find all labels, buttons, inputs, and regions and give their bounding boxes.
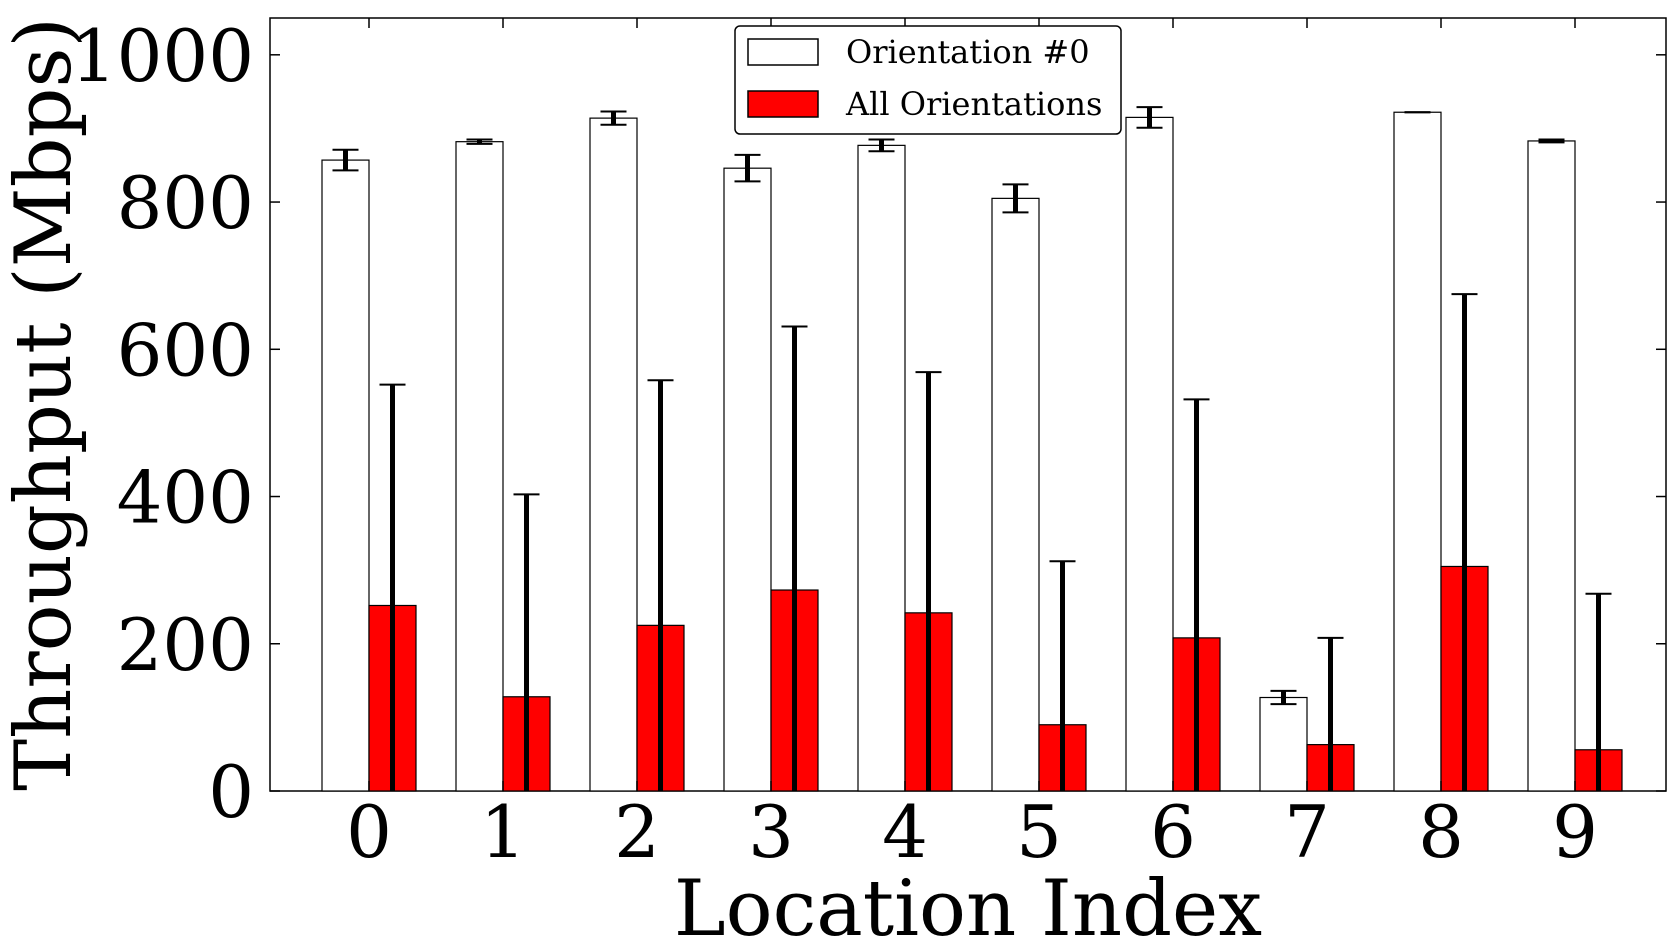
x-tick-label-6: 6 (1150, 790, 1196, 874)
error-bar-all-orientations-1 (513, 493, 540, 791)
bar-orientation-0-7 (1259, 696, 1308, 792)
plot-frame (269, 17, 1667, 792)
legend-label-all-orientations: All Orientations (845, 85, 1102, 123)
bar-orientation-0-1 (455, 141, 504, 792)
error-bar-all-orientations-5 (1049, 560, 1076, 791)
x-tick-label-0: 0 (346, 790, 392, 874)
x-tick-label-4: 4 (882, 790, 928, 874)
bar-orientation-0-0 (321, 159, 370, 792)
legend-swatch-orientation-0 (747, 38, 819, 66)
legend-swatch-all-orientations (747, 90, 819, 118)
error-bar-orientation-0-2 (600, 110, 627, 126)
bar-orientation-0-6 (1125, 116, 1174, 792)
legend-label-orientation-0: Orientation #0 (846, 33, 1090, 71)
x-tick-label-3: 3 (748, 790, 794, 874)
error-bar-orientation-0-0 (332, 148, 359, 172)
x-tick-label-8: 8 (1418, 790, 1464, 874)
error-bar-orientation-0-5 (1002, 183, 1029, 214)
error-bar-orientation-0-3 (734, 153, 761, 183)
y-tick-label-1000: 1000 (71, 14, 254, 98)
y-tick-label-0: 0 (208, 750, 254, 834)
bar-orientation-0-4 (857, 144, 906, 792)
error-bar-orientation-0-1 (466, 138, 493, 145)
error-bar-orientation-0-4 (868, 138, 895, 153)
x-tick-label-5: 5 (1016, 790, 1062, 874)
error-bar-orientation-0-9 (1538, 138, 1565, 144)
y-tick-label-200: 200 (117, 603, 254, 687)
bar-orientation-0-3 (723, 167, 772, 792)
error-bar-orientation-0-6 (1136, 106, 1163, 129)
error-bar-all-orientations-6 (1183, 398, 1210, 791)
bar-orientation-0-2 (589, 117, 638, 792)
error-bar-all-orientations-0 (379, 383, 406, 791)
x-tick-label-2: 2 (614, 790, 660, 874)
error-bar-all-orientations-7 (1317, 636, 1344, 791)
x-axis-label: Location Index (674, 864, 1262, 949)
y-tick-label-400: 400 (117, 456, 254, 540)
ticks-layer: 0 200 400 600 800 1000 0 1 2 3 4 5 6 7 8 9 (71, 14, 1666, 874)
error-bar-all-orientations-2 (647, 379, 674, 791)
bar-orientation-0-8 (1393, 111, 1442, 792)
error-bar-all-orientations-4 (915, 371, 942, 791)
error-bar-all-orientations-8 (1451, 293, 1478, 791)
error-bar-orientation-0-7 (1270, 689, 1297, 706)
bar-orientation-0-5 (991, 197, 1040, 792)
x-tick-label-1: 1 (480, 790, 526, 874)
bars-layer (321, 106, 1623, 792)
error-bar-all-orientations-9 (1585, 592, 1612, 791)
legend: Orientation #0 All Orientations (734, 25, 1122, 135)
legend-box (734, 25, 1122, 135)
y-axis-label: Throughput (Mbps) (0, 17, 89, 791)
x-tick-label-7: 7 (1284, 790, 1330, 874)
x-tick-label-9: 9 (1552, 790, 1598, 874)
y-tick-label-800: 800 (117, 161, 254, 245)
bar-orientation-0-9 (1527, 140, 1576, 792)
y-tick-label-600: 600 (117, 308, 254, 392)
error-bar-all-orientations-3 (781, 325, 808, 791)
